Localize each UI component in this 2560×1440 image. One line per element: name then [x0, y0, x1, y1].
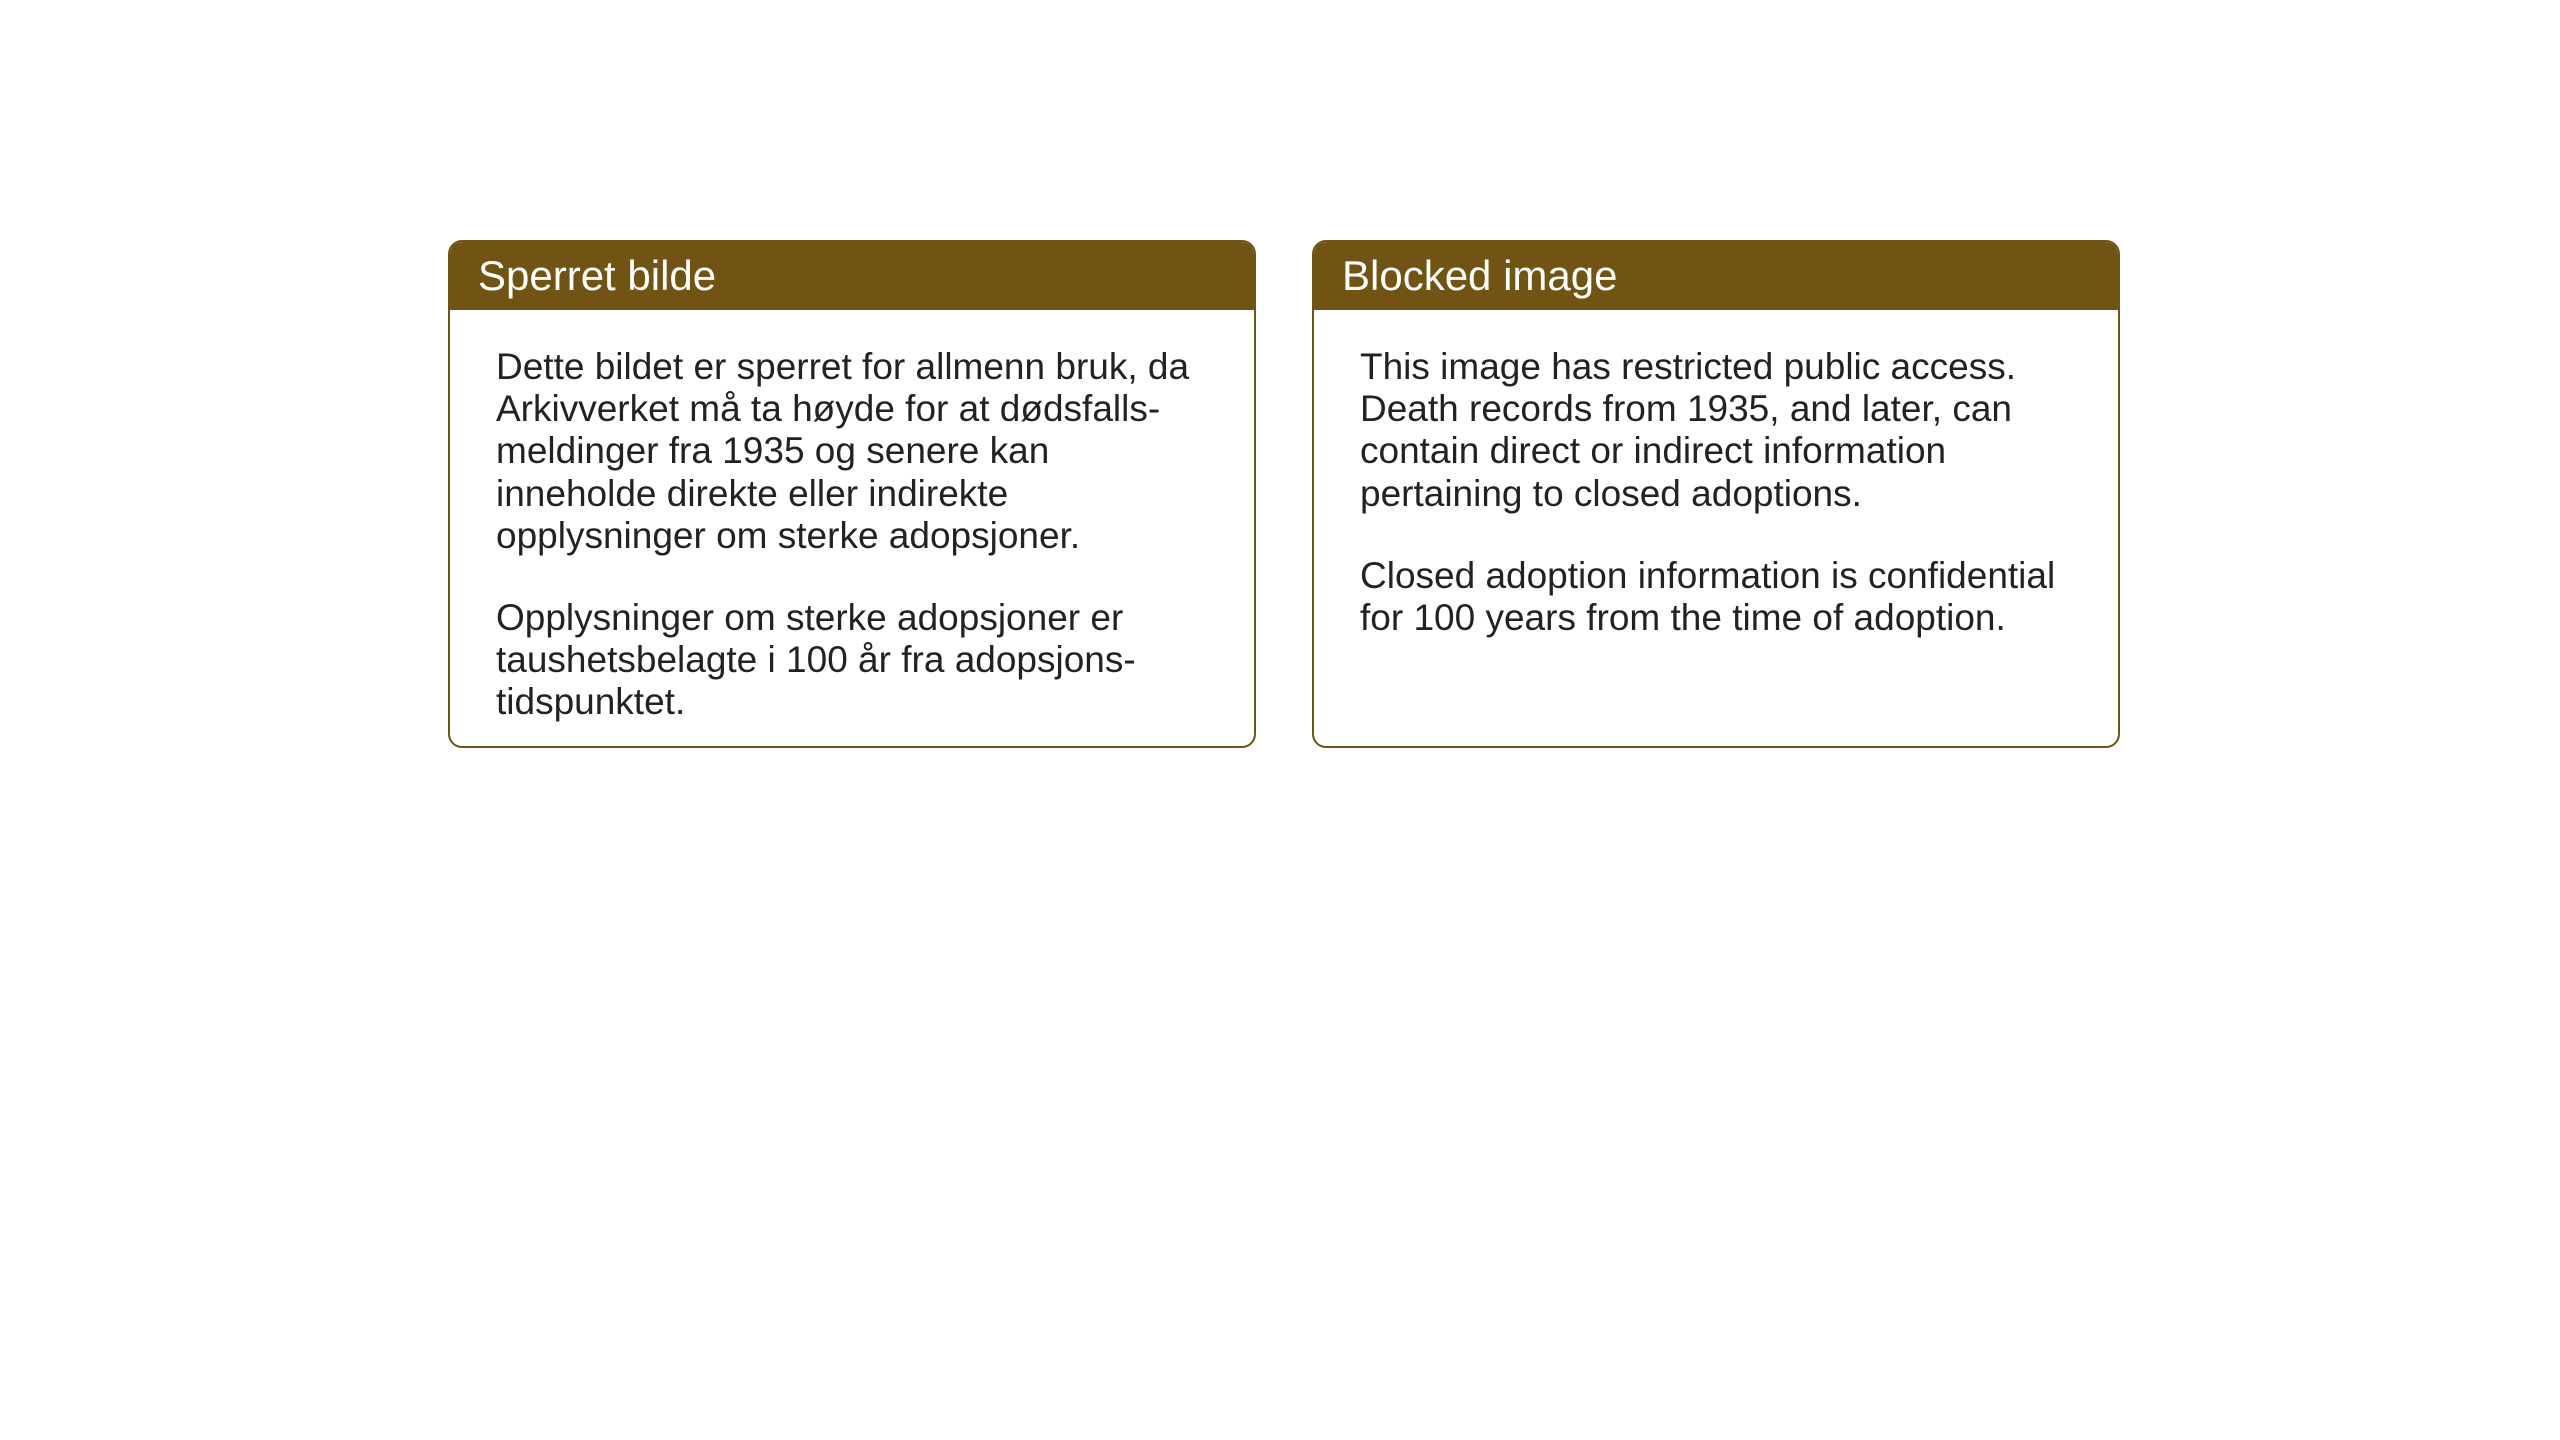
- cards-container: Sperret bilde Dette bildet er sperret fo…: [0, 0, 2560, 748]
- card-header-norwegian: Sperret bilde: [450, 242, 1254, 310]
- card-paragraph-1-norwegian: Dette bildet er sperret for allmenn bruk…: [496, 346, 1208, 557]
- card-paragraph-1-english: This image has restricted public access.…: [1360, 346, 2072, 515]
- card-paragraph-2-norwegian: Opplysninger om sterke adopsjoner er tau…: [496, 597, 1208, 724]
- card-paragraph-2-english: Closed adoption information is confident…: [1360, 555, 2072, 639]
- card-english: Blocked image This image has restricted …: [1312, 240, 2120, 748]
- card-header-english: Blocked image: [1314, 242, 2118, 310]
- card-body-english: This image has restricted public access.…: [1314, 310, 2118, 675]
- card-title-norwegian: Sperret bilde: [478, 252, 716, 299]
- card-norwegian: Sperret bilde Dette bildet er sperret fo…: [448, 240, 1256, 748]
- card-title-english: Blocked image: [1342, 252, 1617, 299]
- card-body-norwegian: Dette bildet er sperret for allmenn bruk…: [450, 310, 1254, 748]
